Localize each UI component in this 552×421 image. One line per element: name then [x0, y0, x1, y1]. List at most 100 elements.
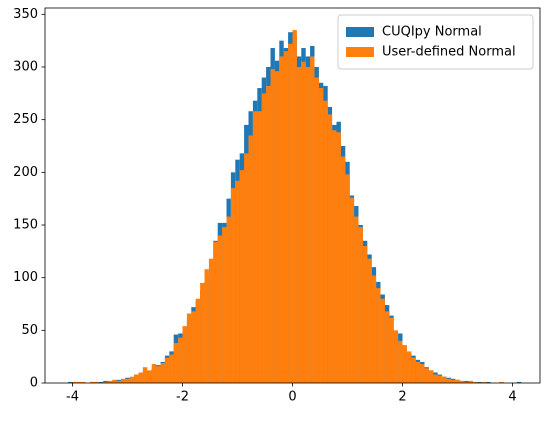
- histogram-bar: [406, 351, 412, 383]
- histogram-bar: [112, 379, 117, 383]
- x-tick-label: -4: [66, 390, 79, 405]
- x-tick-label: 2: [398, 390, 406, 405]
- histogram-bar: [433, 374, 438, 383]
- histogram-bar: [222, 227, 227, 383]
- histogram-bar: [499, 381, 504, 383]
- histogram-bar: [415, 361, 421, 383]
- y-tick-label: 100: [13, 270, 38, 285]
- legend-label: User-defined Normal: [382, 45, 516, 60]
- histogram-bar: [327, 114, 333, 384]
- legend-swatch: [346, 27, 374, 37]
- histogram-bar: [292, 30, 297, 383]
- histogram-bar: [428, 370, 434, 383]
- y-tick-label: 300: [13, 59, 38, 74]
- histogram-bar: [354, 216, 359, 383]
- histogram-bar: [384, 311, 390, 383]
- histogram-bar: [446, 378, 451, 383]
- histogram-bar: [164, 357, 170, 383]
- histogram-bar: [472, 381, 478, 383]
- histogram-bar: [274, 71, 280, 384]
- histogram-bar: [200, 282, 205, 383]
- histogram-bar: [389, 317, 394, 383]
- y-tick-label: 50: [21, 323, 38, 338]
- histogram-bar: [252, 111, 258, 383]
- histogram-bar: [76, 381, 82, 383]
- histogram-bar: [208, 258, 214, 383]
- histogram-bar: [296, 66, 302, 383]
- histogram-bar: [323, 100, 328, 384]
- histogram-bar: [120, 378, 126, 383]
- histogram-bar: [151, 364, 157, 383]
- histogram-bar: [239, 170, 245, 383]
- histogram-bar: [288, 43, 293, 383]
- histogram-bar: [442, 376, 447, 383]
- histogram-bar: [204, 269, 209, 383]
- histogram-bar: [81, 381, 86, 383]
- histogram-bar: [261, 93, 267, 384]
- legend-swatch: [346, 47, 374, 57]
- histogram-bar: [178, 337, 183, 383]
- histogram-bar: [283, 51, 289, 383]
- y-tick-label: 200: [13, 165, 38, 180]
- histogram-bar: [182, 326, 187, 383]
- histogram-bar: [226, 216, 231, 383]
- histogram-bar: [270, 69, 275, 383]
- y-tick-label: 350: [13, 7, 38, 22]
- histogram-bar: [371, 275, 377, 383]
- histogram-bar: [90, 381, 95, 383]
- histogram-bar: [477, 381, 482, 383]
- y-tick-label: 250: [13, 112, 38, 127]
- histogram-bar: [358, 227, 363, 383]
- histogram-bar: [98, 381, 104, 383]
- histogram-bar: [213, 241, 218, 383]
- histogram-bar: [230, 188, 236, 383]
- histogram-bar: [376, 288, 381, 383]
- histogram-bar: [340, 156, 346, 383]
- x-tick-label: -2: [176, 390, 189, 405]
- histogram-bar: [314, 77, 319, 384]
- x-tick-label: 0: [288, 390, 296, 405]
- histogram-bar: [107, 380, 113, 383]
- histogram-bar: [367, 258, 372, 383]
- histogram-bar: [450, 379, 456, 383]
- histogram-bar: [468, 380, 473, 383]
- histogram-bar: [266, 85, 271, 384]
- y-tick-label: 0: [30, 376, 38, 391]
- legend-label: CUQIpy Normal: [382, 25, 482, 40]
- histogram-bar: [459, 380, 465, 383]
- histogram-bar: [147, 370, 152, 383]
- histogram-bar: [349, 197, 355, 383]
- histogram-bar: [362, 246, 368, 383]
- histogram-bar: [156, 366, 161, 383]
- histogram-bar: [420, 364, 425, 383]
- histogram-bar: [103, 381, 108, 383]
- histogram-bar: [244, 153, 249, 383]
- histogram-bar: [72, 381, 77, 383]
- histogram-bar: [217, 235, 223, 383]
- histogram-bar: [191, 311, 196, 383]
- histogram-bar: [301, 61, 306, 383]
- histogram-bar: [380, 298, 385, 383]
- histogram-bar: [169, 354, 174, 383]
- histogram-bar: [134, 374, 139, 383]
- histogram-bar: [173, 342, 179, 383]
- histogram-bar: [94, 381, 99, 383]
- histogram-bar: [279, 56, 284, 384]
- histogram-bar: [160, 362, 165, 383]
- histogram-bar: [332, 130, 337, 383]
- histogram-bar: [318, 88, 324, 383]
- histogram-bar: [248, 135, 253, 383]
- histogram-bar: [310, 56, 315, 384]
- y-tick-label: 150: [13, 217, 38, 232]
- histogram-bar: [464, 381, 469, 383]
- histogram-bar: [195, 298, 201, 383]
- histogram-bar: [486, 381, 491, 383]
- histogram-bar: [125, 378, 130, 383]
- histogram-bar: [437, 375, 443, 383]
- x-tick-label: 4: [508, 390, 516, 405]
- histogram-bar: [402, 345, 407, 383]
- histogram-bar: [142, 367, 148, 383]
- histogram-bar: [345, 174, 350, 383]
- histogram-bar: [398, 340, 403, 383]
